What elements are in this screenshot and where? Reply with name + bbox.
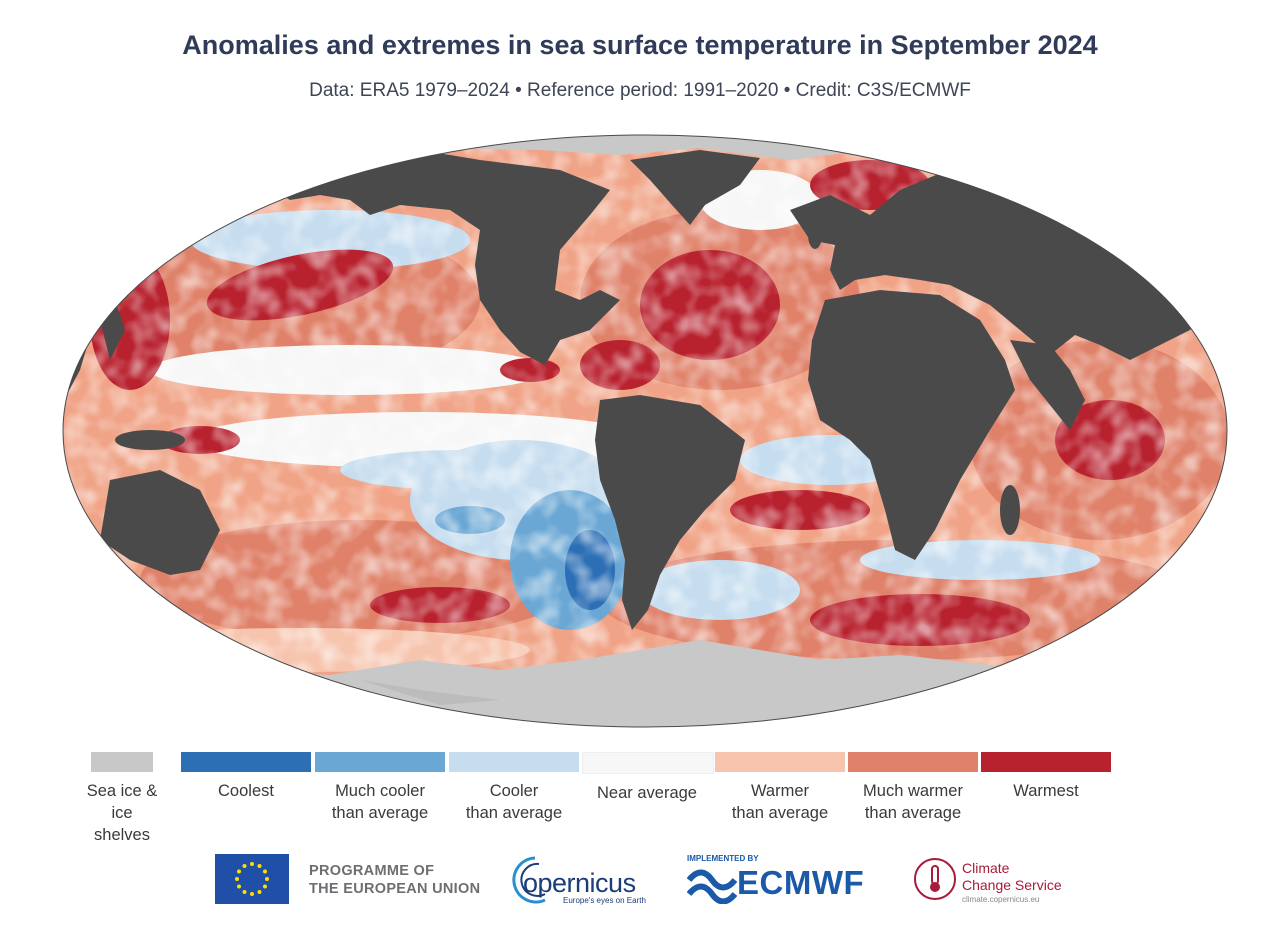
map-subtitle: Data: ERA5 1979–2024 • Reference period:… bbox=[309, 80, 971, 101]
legend-swatch-near-average bbox=[582, 752, 714, 774]
legend: Sea ice & ice shelves Coolest Much coole… bbox=[0, 752, 1280, 844]
c3s-logo: Climate Change Service climate.copernicu… bbox=[910, 852, 1090, 908]
legend-label-warmer: Warmer than average bbox=[731, 782, 829, 822]
legend-item-cooler: Cooler than average bbox=[449, 752, 579, 824]
legend-item-sea-ice: Sea ice & ice shelves bbox=[82, 752, 162, 846]
map-outline bbox=[62, 134, 1228, 728]
legend-label-much-cooler: Much cooler than average bbox=[331, 782, 429, 822]
eu-star bbox=[250, 862, 254, 866]
thermometer-icon bbox=[914, 858, 956, 900]
legend-item-coolest: Coolest bbox=[181, 752, 311, 802]
land-australia bbox=[100, 470, 220, 575]
ecmwf-logo: IMPLEMENTED BY ECMWF bbox=[685, 850, 895, 910]
eu-programme-label: PROGRAMME OF THE EUROPEAN UNION bbox=[309, 863, 481, 897]
copernicus-logo: opernicus Europe's eyes on Earth bbox=[505, 850, 655, 910]
legend-label-near-average: Near average bbox=[597, 784, 697, 802]
copernicus-c-icon bbox=[512, 856, 546, 904]
legend-swatch-much-warmer bbox=[848, 752, 978, 772]
legend-label-much-warmer: Much warmer than average bbox=[863, 782, 963, 822]
legend-label-warmest: Warmest bbox=[1013, 782, 1079, 800]
land-indonesia bbox=[115, 430, 185, 450]
legend-label-sea-ice: Sea ice & ice shelves bbox=[86, 782, 158, 844]
land-south-america bbox=[595, 395, 745, 630]
land-north-america bbox=[250, 150, 620, 365]
legend-item-warmest: Warmest bbox=[981, 752, 1111, 802]
copernicus-name: opernicus bbox=[523, 868, 636, 898]
world-map bbox=[62, 134, 1228, 728]
antarctica bbox=[63, 640, 1227, 727]
antarctic-ice-shelf bbox=[360, 680, 500, 705]
eu-star bbox=[235, 877, 239, 881]
land-uk bbox=[808, 221, 822, 249]
eu-star bbox=[237, 869, 241, 874]
c3s-url: climate.copernicus.eu bbox=[962, 895, 1040, 904]
eu-star bbox=[250, 892, 254, 896]
eu-star bbox=[265, 877, 269, 881]
map-title: Anomalies and extremes in sea surface te… bbox=[182, 30, 1098, 60]
land-masses bbox=[63, 150, 1226, 630]
legend-item-much-cooler: Much cooler than average bbox=[315, 752, 445, 824]
legend-swatch-sea-ice bbox=[91, 752, 153, 772]
copernicus-tagline: Europe's eyes on Earth bbox=[563, 896, 646, 905]
eu-star bbox=[257, 890, 262, 894]
eu-star bbox=[257, 864, 262, 868]
eu-star bbox=[237, 884, 241, 889]
legend-swatch-warmest bbox=[981, 752, 1111, 772]
legend-swatch-warmer bbox=[715, 752, 845, 772]
ecmwf-waves-icon bbox=[687, 869, 737, 904]
land-africa bbox=[808, 290, 1015, 560]
eu-star bbox=[242, 890, 247, 894]
legend-item-near-average: Near average bbox=[582, 752, 714, 804]
legend-label-cooler: Cooler than average bbox=[465, 782, 563, 822]
legend-label-coolest: Coolest bbox=[218, 782, 274, 800]
world-map-svg bbox=[62, 134, 1228, 728]
legend-item-warmer: Warmer than average bbox=[715, 752, 845, 824]
logo-bar: PROGRAMME OF THE EUROPEAN UNION opernicu… bbox=[0, 850, 1280, 910]
ecmwf-name: ECMWF bbox=[737, 864, 865, 901]
ecmwf-implemented-label: IMPLEMENTED BY bbox=[687, 854, 759, 863]
eu-star bbox=[263, 884, 267, 889]
legend-swatch-cooler bbox=[449, 752, 579, 772]
legend-item-much-warmer: Much warmer than average bbox=[848, 752, 978, 824]
legend-swatch-coolest bbox=[181, 752, 311, 772]
eu-star bbox=[263, 869, 267, 874]
eu-star bbox=[242, 864, 247, 868]
eu-stars-icon bbox=[235, 862, 269, 896]
eu-flag-icon bbox=[215, 854, 289, 904]
legend-swatch-much-cooler bbox=[315, 752, 445, 772]
land-india-arabia bbox=[1010, 340, 1085, 430]
land-madagascar bbox=[1000, 485, 1020, 535]
land-greenland bbox=[630, 150, 760, 225]
c3s-name: Climate Change Service bbox=[962, 860, 1062, 893]
